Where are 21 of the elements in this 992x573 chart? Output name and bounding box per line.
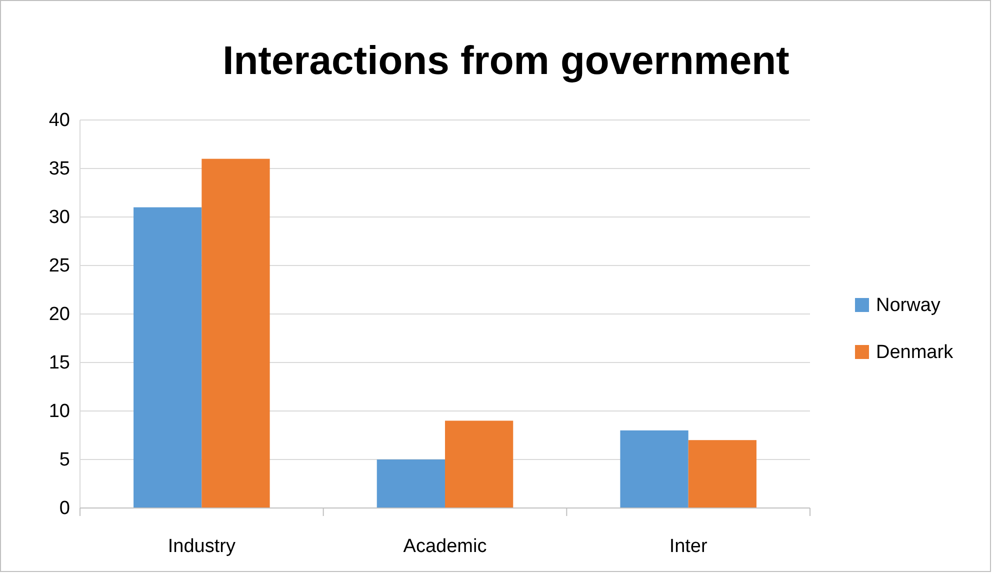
- bar: [445, 420, 514, 508]
- legend-label: Denmark: [876, 342, 954, 363]
- y-tick-label: 10: [48, 401, 70, 422]
- chart-title: Interactions from government: [222, 39, 790, 83]
- x-tick-label: Industry: [168, 536, 236, 557]
- y-tick-label: 40: [48, 110, 70, 132]
- bar: [202, 158, 270, 508]
- x-tick-label: Academic: [403, 536, 487, 557]
- bar: [688, 440, 756, 508]
- legend-label: Norway: [876, 295, 941, 316]
- y-tick-label: 15: [48, 352, 70, 374]
- bar: [620, 430, 688, 508]
- y-tick-label: 25: [48, 256, 70, 277]
- y-tick-label: 5: [59, 450, 70, 471]
- x-tick-label: Inter: [669, 536, 708, 557]
- y-tick-label: 35: [48, 158, 70, 180]
- bar: [376, 460, 445, 508]
- y-tick-label: 30: [48, 207, 70, 228]
- y-tick-label: 0: [59, 498, 70, 520]
- y-tick-label: 20: [48, 304, 70, 326]
- bar: [134, 207, 202, 508]
